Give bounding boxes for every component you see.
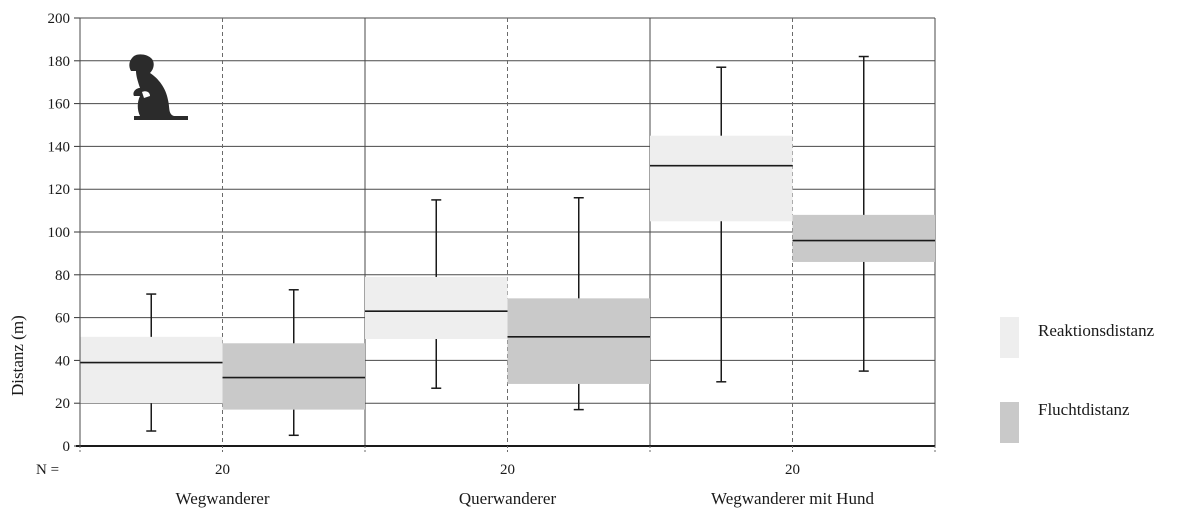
label-layer: 0 20 40 60 80 100 120 140 160 180 200 20 Wegwanderer… — [48, 11, 875, 508]
legend-label-reaktionsdistanz: Reaktionsdistanz — [1038, 321, 1155, 340]
y-tick-label: 60 — [55, 311, 70, 327]
y-tick-label: 100 — [48, 225, 71, 241]
box-reaktionsdistanz-0 — [80, 293, 223, 432]
box-fluchtdistanz-2 — [792, 55, 935, 372]
legend: Reaktionsdistanz Fluchtdistanz — [1000, 317, 1155, 443]
box-rect — [80, 336, 223, 404]
y-tick-label: 160 — [48, 97, 71, 113]
n-value-0: 20 — [215, 462, 230, 478]
box-reaktionsdistanz-2 — [650, 66, 793, 383]
axis-layer — [74, 17, 936, 454]
y-tick-label: 140 — [48, 139, 71, 155]
n-label: N = — [36, 462, 59, 478]
box-rect — [792, 214, 935, 262]
y-tick-label: 80 — [55, 268, 70, 284]
box-rect — [650, 135, 793, 222]
box-fluchtdistanz-1 — [507, 197, 650, 411]
y-tick-label: 40 — [55, 353, 70, 369]
y-tick-label: 180 — [48, 54, 71, 70]
box-reaktionsdistanz-1 — [365, 199, 508, 389]
legend-swatch-fluchtdistanz — [1000, 402, 1019, 443]
y-tick-label: 20 — [55, 396, 70, 412]
y-axis-title: Distanz (m) — [8, 315, 27, 396]
category-label-0: Wegwanderer — [176, 489, 270, 508]
category-label-1: Querwanderer — [459, 489, 557, 508]
box-fluchtdistanz-0 — [222, 289, 365, 437]
box-layer — [80, 55, 935, 437]
marmot-icon — [129, 54, 188, 120]
y-tick-label: 0 — [63, 439, 71, 455]
n-value-2: 20 — [785, 462, 800, 478]
box-rect — [222, 343, 365, 410]
legend-swatch-reaktionsdistanz — [1000, 317, 1019, 358]
legend-label-fluchtdistanz: Fluchtdistanz — [1038, 400, 1130, 419]
box-rect — [365, 276, 508, 339]
box-rect — [507, 298, 650, 384]
y-tick-label: 120 — [48, 182, 71, 198]
y-tick-label: 200 — [48, 11, 71, 27]
category-label-2: Wegwanderer mit Hund — [711, 489, 874, 508]
n-value-1: 20 — [500, 462, 515, 478]
